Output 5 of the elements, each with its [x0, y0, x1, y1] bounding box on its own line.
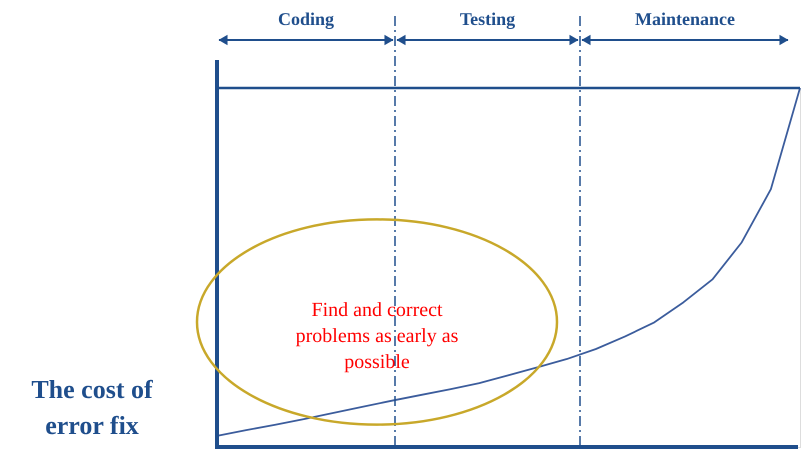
y-axis-title: The cost of error fix [31, 375, 153, 440]
text: Maintenance [635, 9, 736, 29]
text: Coding [278, 9, 334, 29]
annotation: Find and correct problems as early as possible [296, 299, 459, 373]
text: Testing [460, 9, 516, 29]
